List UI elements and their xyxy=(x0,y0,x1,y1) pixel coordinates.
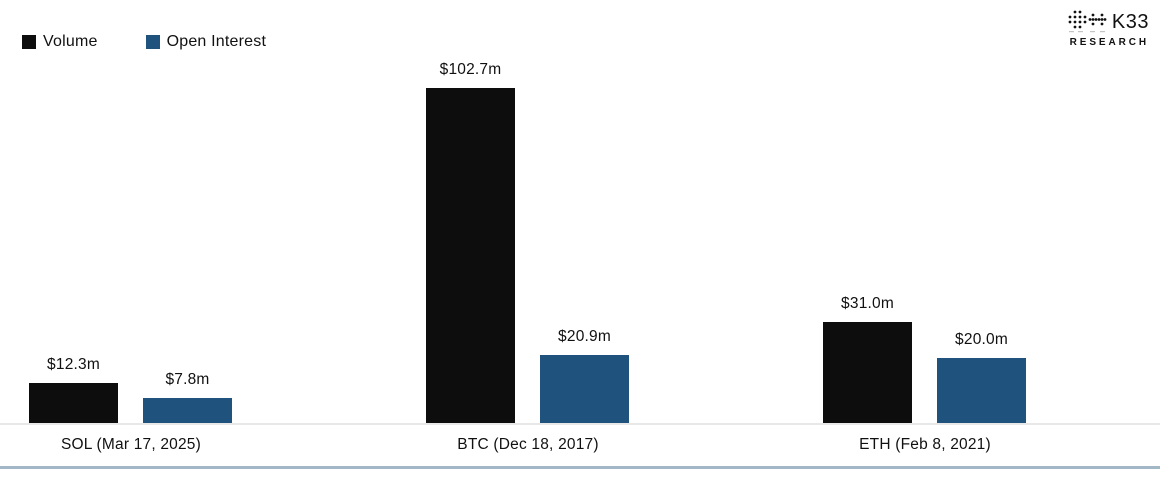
bar-value-label-volume-0: $12.3m xyxy=(47,356,100,373)
bar-value-label-open-interest-0: $7.8m xyxy=(165,371,210,388)
logo-k33-text: K33 xyxy=(1111,11,1149,33)
bar-open-interest-2 xyxy=(937,358,1026,423)
legend-label-volume: Volume xyxy=(43,33,98,50)
bar-value-label-volume-1: $102.7m xyxy=(439,61,502,78)
bottom-rule-divider xyxy=(0,466,1160,469)
k33-dot-matrix-icon xyxy=(1068,10,1107,33)
bar-open-interest-1 xyxy=(540,355,629,423)
x-axis-category-labels: SOL (Mar 17, 2025) BTC (Dec 18, 2017) ET… xyxy=(0,436,1160,460)
legend-item-open-interest: Open Interest xyxy=(145,33,267,51)
category-label-sol: SOL (Mar 17, 2025) xyxy=(60,436,201,453)
k33-research-logo: K33 RESEARCH xyxy=(1067,9,1149,48)
bar-open-interest-0 xyxy=(143,398,232,423)
bar-value-label-open-interest-2: $20.0m xyxy=(955,331,1008,348)
open-interest-swatch-icon xyxy=(145,35,160,49)
legend: Volume Open Interest xyxy=(22,33,314,51)
bar-volume-1 xyxy=(426,88,515,423)
bar-value-label-volume-2: $31.0m xyxy=(841,295,894,312)
bar-value-label-open-interest-1: $20.9m xyxy=(558,328,611,345)
bar-volume-0 xyxy=(29,383,118,423)
bar-plot-area: $12.3m $7.8m $102.7m $20.9m $31.0m $20.0m xyxy=(29,61,1026,423)
legend-item-volume: Volume xyxy=(22,33,98,51)
legend-label-open-interest: Open Interest xyxy=(166,33,267,50)
category-label-eth: ETH (Feb 8, 2021) xyxy=(859,436,991,453)
logo-research-text: RESEARCH xyxy=(1069,37,1149,48)
category-label-btc: BTC (Dec 18, 2017) xyxy=(457,436,599,453)
logo-row: K33 xyxy=(1067,9,1149,35)
volume-swatch-icon xyxy=(22,35,36,49)
bar-volume-2 xyxy=(823,322,912,423)
x-axis-line xyxy=(0,423,1160,425)
